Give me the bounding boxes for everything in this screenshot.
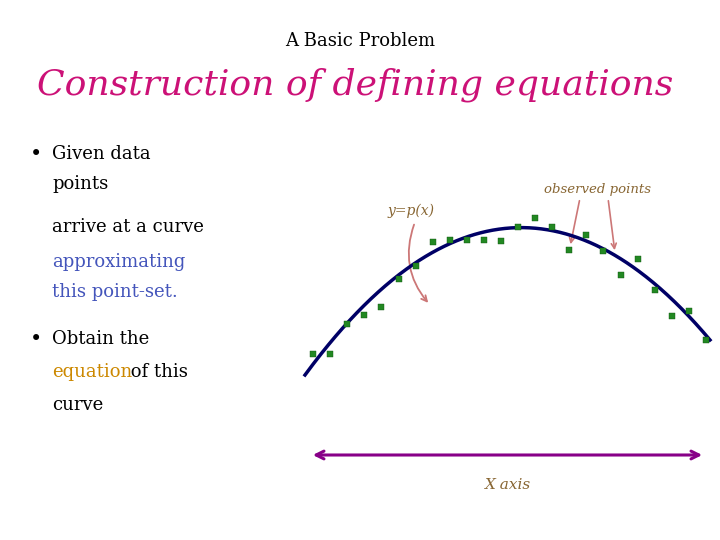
Point — [495, 237, 507, 245]
Point — [376, 302, 387, 311]
Point — [513, 222, 524, 231]
Text: Given data: Given data — [52, 145, 150, 163]
Point — [580, 231, 592, 240]
Point — [392, 275, 404, 284]
Point — [666, 311, 678, 320]
Text: Construction of defining equations: Construction of defining equations — [37, 68, 673, 103]
Point — [478, 236, 490, 245]
Point — [615, 271, 626, 279]
Point — [444, 235, 456, 244]
Text: A Basic Problem: A Basic Problem — [285, 32, 435, 50]
Text: y=p(x): y=p(x) — [388, 204, 435, 218]
Point — [307, 350, 319, 359]
Text: arrive at a curve: arrive at a curve — [52, 218, 204, 236]
Point — [359, 310, 370, 319]
Text: approximating: approximating — [52, 253, 185, 271]
Text: of this: of this — [125, 363, 188, 381]
Text: X axis: X axis — [485, 478, 531, 492]
Point — [546, 223, 558, 232]
Text: points: points — [52, 175, 108, 193]
Point — [410, 261, 421, 270]
Point — [683, 307, 695, 315]
Text: curve: curve — [52, 396, 103, 414]
Point — [325, 350, 336, 359]
Point — [700, 335, 711, 344]
Point — [598, 246, 609, 255]
Point — [461, 235, 472, 244]
Point — [427, 238, 438, 247]
Text: •: • — [30, 330, 42, 349]
Point — [649, 286, 660, 294]
Text: •: • — [30, 145, 42, 164]
Point — [341, 320, 353, 328]
Text: Obtain the: Obtain the — [52, 330, 149, 348]
Text: equation: equation — [52, 363, 132, 381]
Text: this point-set.: this point-set. — [52, 283, 178, 301]
Point — [529, 214, 541, 222]
Text: observed points: observed points — [544, 183, 652, 196]
Point — [564, 246, 575, 254]
Point — [632, 255, 644, 264]
